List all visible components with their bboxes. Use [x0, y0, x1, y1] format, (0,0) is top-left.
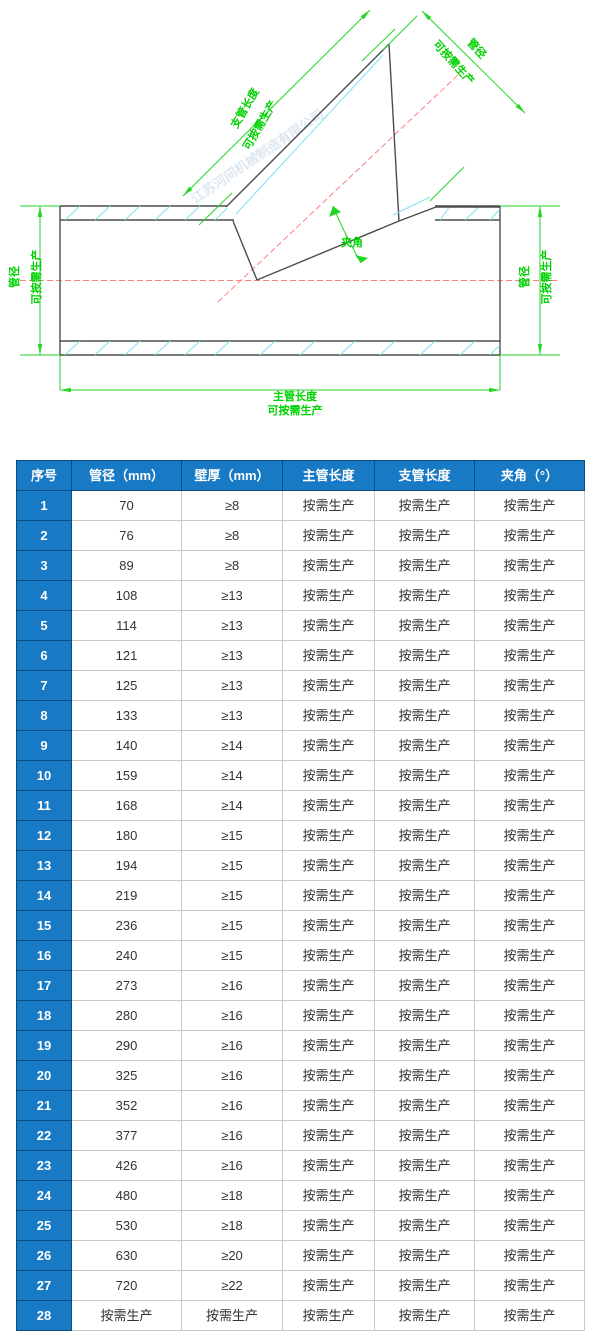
svg-text:主管长度: 主管长度 [273, 389, 318, 403]
svg-text:可按需生产: 可按需生产 [539, 250, 553, 305]
svg-text:可按需生产: 可按需生产 [268, 403, 323, 417]
svg-text:管径: 管径 [517, 266, 531, 288]
svg-text:夹角: 夹角 [341, 235, 363, 249]
svg-text:管径: 管径 [7, 266, 21, 288]
svg-text:可按需生产: 可按需生产 [29, 250, 43, 305]
